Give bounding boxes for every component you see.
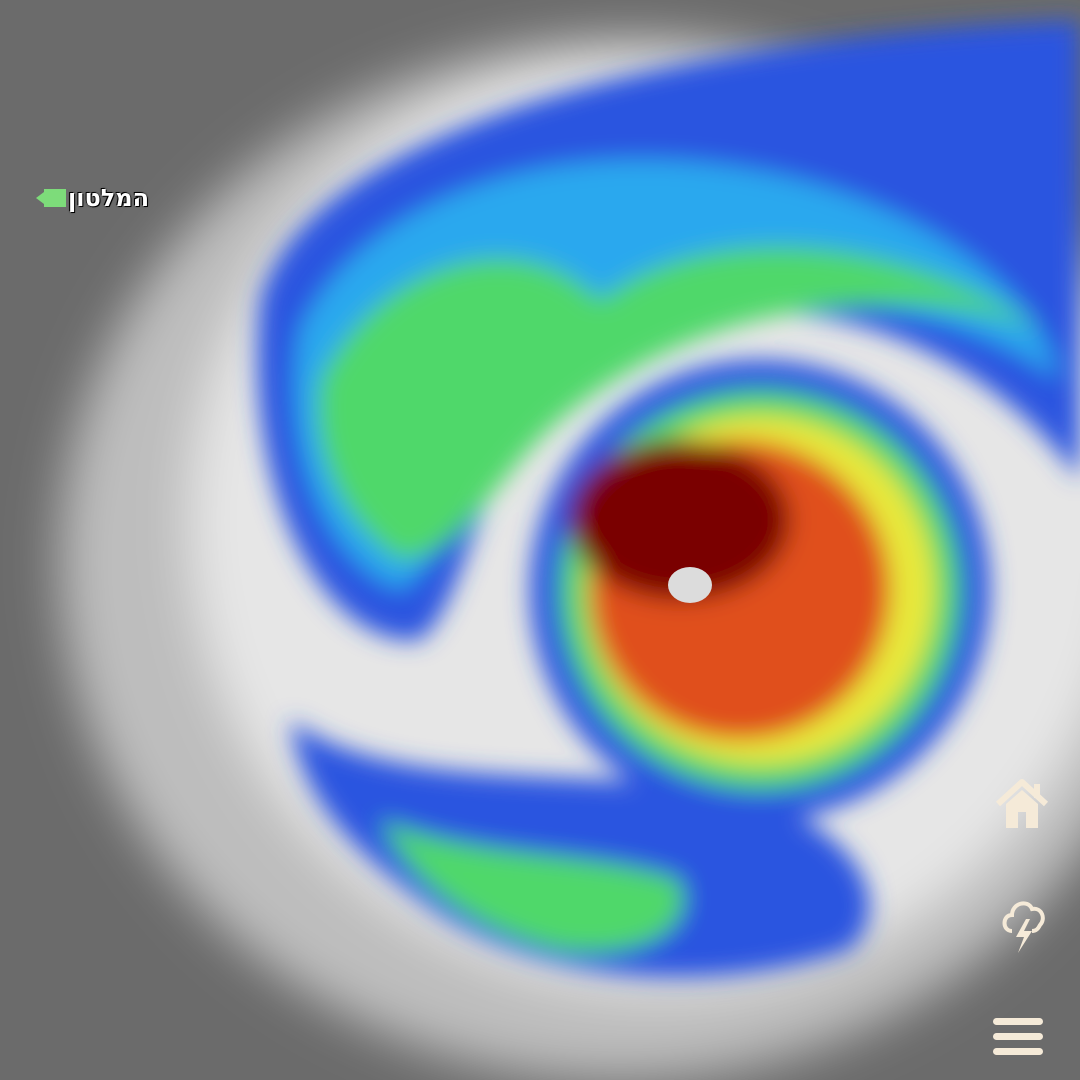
precipitation-bands (257, 20, 1080, 978)
menu-icon[interactable] (992, 1016, 1044, 1058)
home-icon[interactable] (994, 778, 1050, 830)
location-label-hamilton[interactable]: המלטון (36, 184, 150, 212)
location-name: המלטון (68, 184, 150, 212)
hurricane-eye (668, 567, 712, 603)
video-camera-icon[interactable] (36, 189, 66, 207)
thunderstorm-icon[interactable] (998, 893, 1050, 957)
